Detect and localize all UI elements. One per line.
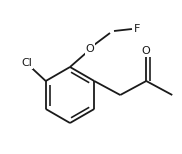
Text: O: O [86,44,94,54]
Text: O: O [142,46,151,56]
Text: F: F [134,24,140,34]
Text: Cl: Cl [21,58,32,68]
